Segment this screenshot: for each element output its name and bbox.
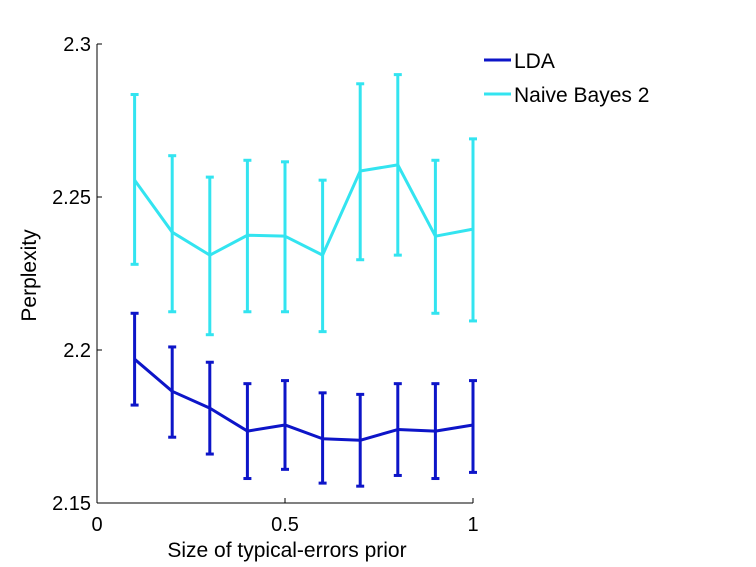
y-tick-label: 2.25 bbox=[52, 187, 91, 209]
y-axis-label: Perplexity bbox=[18, 229, 41, 322]
y-tick-label: 2.15 bbox=[52, 493, 91, 515]
series-line bbox=[133, 163, 474, 257]
x-tick-label: 1 bbox=[467, 514, 478, 536]
x-axis-label: Size of typical-errors prior bbox=[167, 539, 406, 562]
series-naive-bayes-2 bbox=[130, 73, 477, 337]
y-tick-label: 2.2 bbox=[63, 340, 91, 362]
x-ticks: 0 0.5 1 bbox=[91, 498, 479, 536]
plot-marks bbox=[130, 73, 477, 488]
x-tick-label: 0 bbox=[91, 514, 102, 536]
series-line bbox=[133, 358, 474, 442]
x-tick-label: 0.5 bbox=[271, 514, 299, 536]
legend-label: LDA bbox=[514, 50, 555, 73]
y-tick-label: 2.3 bbox=[63, 34, 91, 56]
legend: LDA Naive Bayes 2 bbox=[484, 50, 649, 107]
y-ticks: 2.15 2.2 2.25 2.3 bbox=[52, 34, 102, 515]
legend-label: Naive Bayes 2 bbox=[514, 84, 649, 107]
series-lda bbox=[130, 311, 477, 488]
